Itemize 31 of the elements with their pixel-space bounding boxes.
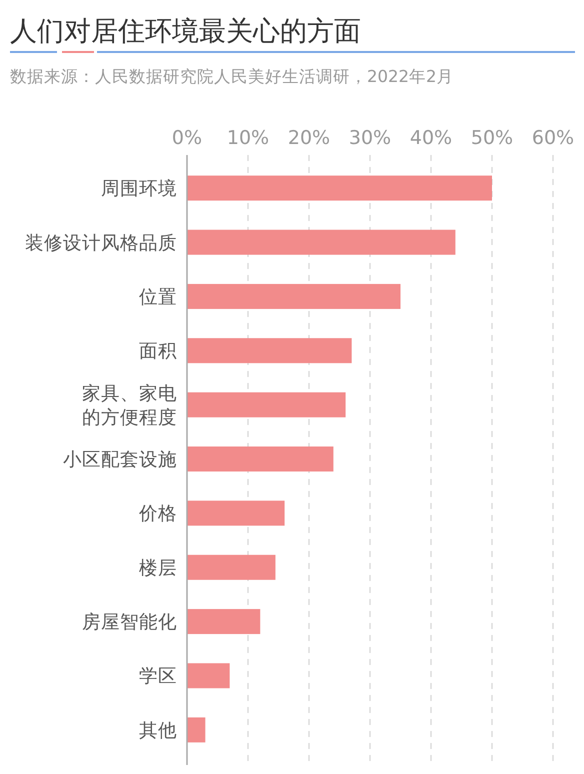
y-tick-label: 价格 xyxy=(138,504,177,525)
bar xyxy=(187,663,230,688)
bar xyxy=(187,609,260,634)
y-tick-label: 位置 xyxy=(139,286,177,308)
bar xyxy=(187,392,346,418)
y-tick-label: 家具、家电的方便程度 xyxy=(82,382,177,428)
bar xyxy=(187,554,276,580)
x-tick-label: 10% xyxy=(226,127,270,149)
y-tick-label: 面积 xyxy=(139,341,177,362)
y-tick-label: 其他 xyxy=(139,720,177,742)
y-tick-label: 小区配套设施 xyxy=(63,450,177,470)
bar xyxy=(187,230,456,255)
y-tick-label: 装修设计风格品质 xyxy=(25,232,177,254)
y-tick-label: 学区 xyxy=(139,666,177,688)
bar xyxy=(187,446,334,472)
chart-title: 人们对居住环境最关心的方面 xyxy=(10,16,361,47)
x-tick-label: 60% xyxy=(532,127,574,149)
x-tick-label: 30% xyxy=(348,127,392,149)
y-tick-label: 楼层 xyxy=(139,558,177,579)
x-tick-label: 0% xyxy=(172,127,202,149)
y-tick-label: 房屋智能化 xyxy=(82,611,177,634)
x-tick-label: 20% xyxy=(288,127,330,149)
bar xyxy=(187,176,492,201)
bar xyxy=(187,717,206,742)
chart-subtitle: 数据来源：人民数据研究院人民美好生活调研，2022年2月 xyxy=(10,67,454,86)
bar xyxy=(187,500,285,526)
bar xyxy=(187,284,400,309)
y-tick-label: 周围环境 xyxy=(101,178,177,200)
bar xyxy=(187,338,352,364)
x-tick-label: 50% xyxy=(470,127,514,149)
x-tick-label: 40% xyxy=(410,127,452,149)
